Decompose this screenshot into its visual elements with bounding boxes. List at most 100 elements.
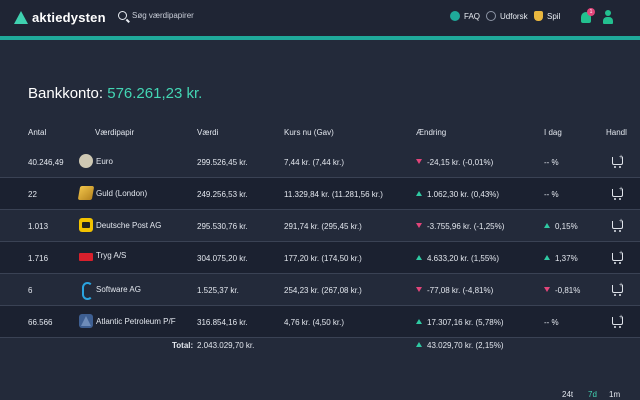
header-vaerdipapir[interactable]: Værdipapir	[95, 128, 135, 137]
user-profile-icon[interactable]	[603, 10, 613, 24]
arrow-down-icon	[544, 287, 550, 292]
table-row[interactable]: 40.246,49 Euro 299.526,45 kr. 7,44 kr. (7,4…	[0, 146, 640, 178]
security-name[interactable]: Software AG	[96, 284, 141, 294]
cell-vaerdi: 1.525,37 kr.	[197, 286, 239, 295]
cell-vaerdipapir[interactable]: Guld (London)	[77, 186, 148, 200]
cell-idag: -- %	[544, 318, 559, 327]
row-divider	[0, 305, 640, 306]
trade-plus-icon: +	[619, 186, 624, 193]
arrow-up-icon	[416, 319, 422, 324]
cell-aendring: 4.633,20 kr. (1,55%)	[416, 254, 499, 263]
cell-idag: -- %	[544, 190, 559, 199]
table-row[interactable]: 1.013 Deutsche Post AG 295.530,76 kr. 291,7…	[0, 210, 640, 242]
trade-cart-icon[interactable]	[611, 283, 624, 296]
cell-kurs: 254,23 kr. (267,08 kr.)	[284, 286, 362, 295]
bank-account-value: 576.261,23 kr.	[107, 85, 203, 102]
search-input[interactable]	[132, 11, 232, 20]
period-7d[interactable]: 7d	[588, 390, 597, 399]
cell-antal: 1.013	[28, 222, 49, 231]
today-change-value: 0,15%	[555, 222, 578, 231]
header-aendring[interactable]: Ændring	[416, 128, 447, 137]
tryg-logo-icon	[79, 253, 93, 261]
security-name[interactable]: Atlantic Petroleum P/F	[96, 316, 176, 326]
cell-idag: -0,81%	[544, 286, 580, 295]
portfolio-table-header: Antal Værdipapir Værdi Kurs nu (Gav) Ænd…	[0, 128, 640, 142]
header-vaerdi[interactable]: Værdi	[197, 128, 219, 137]
trade-plus-icon: +	[619, 282, 624, 289]
arrow-down-icon	[416, 223, 422, 228]
trade-plus-icon: +	[619, 218, 624, 225]
bank-account-balance: Bankkonto: 576.261,23 kr.	[28, 85, 202, 102]
row-divider	[0, 209, 640, 210]
cell-vaerdi: 316.854,16 kr.	[197, 318, 248, 327]
nav-udforsk-label: Udforsk	[500, 11, 528, 21]
trade-cart-icon[interactable]	[611, 219, 624, 232]
security-name[interactable]: Euro	[96, 156, 113, 166]
trade-plus-icon: +	[619, 154, 624, 161]
security-name[interactable]: Guld (London)	[96, 188, 148, 198]
today-change-value: -- %	[544, 158, 559, 167]
cell-kurs: 177,20 kr. (174,50 kr.)	[284, 254, 362, 263]
atlantic-petroleum-logo-icon	[79, 314, 93, 328]
arrow-up-icon	[416, 191, 422, 196]
security-name[interactable]: Deutsche Post AG	[96, 220, 162, 230]
cell-vaerdi: 295.530,76 kr.	[197, 222, 248, 231]
cell-antal: 1.716	[28, 254, 49, 263]
row-divider	[0, 337, 640, 338]
cell-vaerdi: 299.526,45 kr.	[197, 158, 248, 167]
nav-udforsk[interactable]: Udforsk	[486, 11, 528, 21]
euro-coin-icon	[79, 154, 93, 168]
cell-idag: 0,15%	[544, 222, 578, 231]
logo[interactable]: aktiedysten	[14, 10, 106, 25]
nav-spil-label: Spil	[547, 11, 561, 21]
table-row[interactable]: 1.716 Tryg A/S 304.075,20 kr. 177,20 kr. (1…	[0, 242, 640, 274]
header-accent-line	[0, 36, 640, 40]
total-change: 43.029,70 kr. (2,15%)	[416, 341, 504, 350]
header-kurs[interactable]: Kurs nu (Gav)	[284, 128, 334, 137]
nav-spil[interactable]: Spil	[534, 11, 560, 21]
table-row[interactable]: 66.566 Atlantic Petroleum P/F 316.854,16 k…	[0, 306, 640, 338]
cell-vaerdipapir[interactable]: Deutsche Post AG	[79, 218, 161, 232]
cell-kurs: 11.329,84 kr. (11.281,56 kr.)	[284, 190, 383, 199]
trade-cart-icon[interactable]	[611, 155, 624, 168]
nav-faq[interactable]: FAQ	[450, 11, 480, 21]
header-idag[interactable]: I dag	[544, 128, 562, 137]
cell-vaerdipapir[interactable]: Atlantic Petroleum P/F	[79, 314, 176, 328]
period-1m[interactable]: 1m	[609, 390, 621, 399]
cell-vaerdi: 249.256,53 kr.	[197, 190, 248, 199]
faq-icon	[450, 11, 460, 21]
security-name[interactable]: Tryg A/S	[96, 251, 127, 260]
notification-bell-icon[interactable]	[581, 12, 591, 23]
change-value: 1.062,30 kr. (0,43%)	[427, 190, 500, 199]
trade-cart-icon[interactable]	[611, 251, 624, 264]
cell-aendring: 17.307,16 kr. (5,78%)	[416, 318, 504, 327]
cell-vaerdipapir[interactable]: Euro	[79, 154, 113, 168]
trade-cart-icon[interactable]	[611, 187, 624, 200]
cell-aendring: -24,15 kr. (-0,01%)	[416, 158, 493, 167]
header-antal[interactable]: Antal	[28, 128, 47, 137]
portfolio-total-row: Total: 2.043.029,70 kr. 43.029,70 kr. (2…	[0, 341, 640, 355]
cell-aendring: 1.062,30 kr. (0,43%)	[416, 190, 499, 199]
change-value: 17.307,16 kr. (5,78%)	[427, 318, 504, 327]
today-change-value: 1,37%	[555, 254, 578, 263]
trophy-icon	[534, 11, 543, 21]
change-value: -3.755,96 kr. (-1,25%)	[427, 222, 505, 231]
row-divider	[0, 241, 640, 242]
total-value: 2.043.029,70 kr.	[197, 341, 255, 350]
total-change-value: 43.029,70 kr. (2,15%)	[427, 341, 504, 350]
table-row[interactable]: 22 Guld (London) 249.256,53 kr. 11.329,84 k…	[0, 178, 640, 210]
cell-kurs: 291,74 kr. (295,45 kr.)	[284, 222, 362, 231]
cell-vaerdipapir[interactable]: Tryg A/S	[79, 250, 126, 261]
cell-vaerdipapir[interactable]: Software AG	[79, 282, 141, 300]
cell-idag: -- %	[544, 158, 559, 167]
logo-icon	[14, 11, 28, 24]
period-24t[interactable]: 24t	[562, 390, 574, 399]
software-ag-logo-icon	[79, 282, 93, 300]
table-row[interactable]: 6 Software AG 1.525,37 kr. 254,23 kr. (267,…	[0, 274, 640, 306]
nav-faq-label: FAQ	[464, 11, 481, 21]
search-box[interactable]	[118, 11, 232, 20]
cell-antal: 6	[28, 286, 33, 295]
cell-kurs: 7,44 kr. (7,44 kr.)	[284, 158, 345, 167]
header-handl: Handl	[606, 128, 627, 137]
trade-cart-icon[interactable]	[611, 315, 624, 328]
